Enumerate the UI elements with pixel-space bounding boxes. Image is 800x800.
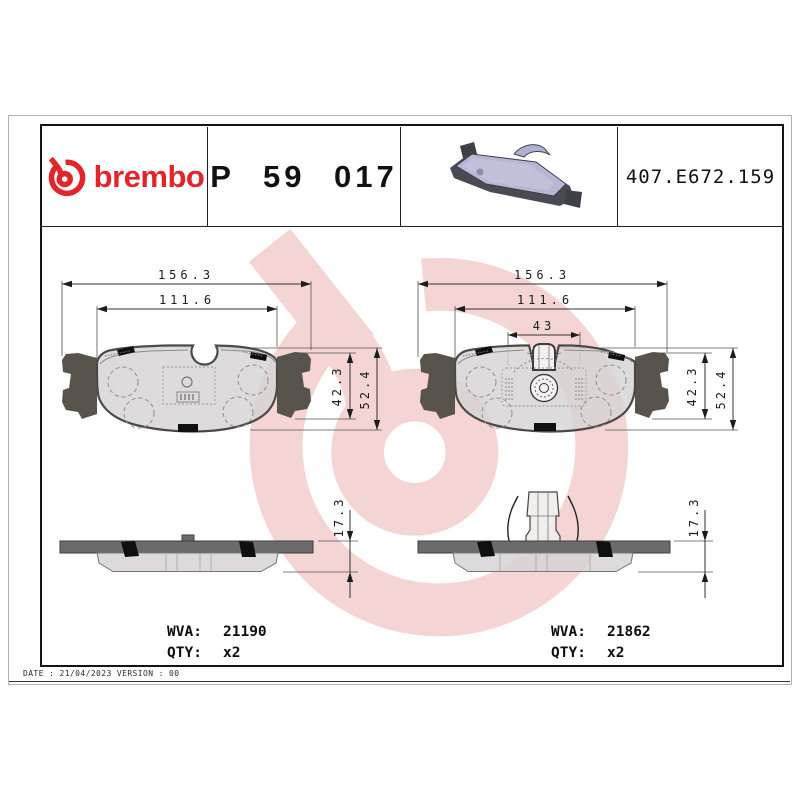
dim-label: 42.3 [330, 366, 344, 407]
dim-label: 111.6 [517, 293, 573, 307]
serration-marks [104, 350, 264, 357]
backing-plate [417, 540, 671, 554]
left-pad-side-view: 17.3 [59, 497, 358, 598]
drill-marks [465, 364, 627, 429]
pad-ear-left [420, 353, 455, 419]
bottom-clip [178, 424, 198, 432]
qty-label: QTY: [167, 644, 202, 661]
brake-pad-3d-illustration [450, 142, 582, 208]
sensor-zone [501, 367, 587, 407]
clip-mark [596, 541, 613, 557]
wear-sensor [501, 343, 587, 407]
wva-value: 21862 [607, 624, 651, 640]
dim-label: 52.4 [714, 369, 728, 410]
clip-mark [121, 541, 139, 557]
dim-label: 17.3 [332, 497, 346, 538]
wva-line: WVA: 21190 [167, 622, 267, 643]
retaining-clip [117, 346, 135, 356]
dimension-height-total: 52.4 [714, 348, 737, 430]
dim-label: 52.4 [358, 369, 372, 410]
dimension-width-total: 156.3 [62, 268, 311, 288]
wva-line: WVA: 21862 [551, 622, 651, 643]
plate-tab [181, 534, 195, 542]
pad-ear-right [277, 352, 311, 418]
dimension-height-plate: 42.3 [685, 353, 709, 419]
dimension-height-total: 52.4 [358, 348, 381, 430]
clip-mark [239, 541, 256, 557]
dimension-thickness: 17.3 [283, 497, 358, 598]
retaining-clip [475, 346, 493, 356]
qty-label: QTY: [551, 644, 586, 661]
product-image-cell [401, 127, 618, 226]
extension-lines [61, 281, 382, 431]
qty-value: x2 [223, 644, 241, 661]
technical-drawing: 156.3 111.6 42.3 52.4 [59, 229, 738, 637]
title-block: brembo P 59 017 407.E672.159 [42, 127, 783, 227]
dimension-width-friction: 111.6 [455, 293, 635, 313]
spring-hatch [505, 378, 583, 402]
qty-line: QTY: x2 [551, 643, 651, 664]
pad-outline [95, 344, 279, 433]
dimension-thickness: 17.3 [638, 497, 713, 598]
retaining-clip [608, 352, 625, 361]
left-pad-spec: WVA: 21190 QTY: x2 [167, 622, 267, 663]
reference-cell: 407.E672.159 [618, 127, 783, 226]
sensor-body [525, 491, 561, 544]
wva-label: WVA: [167, 624, 202, 640]
qty-value: x2 [607, 644, 625, 661]
retaining-clip [250, 352, 267, 361]
left-pad-front-view: 156.3 111.6 42.3 52.4 [61, 268, 382, 433]
revision-info: DATE : 21/04/2023 VERSION : 00 [9, 669, 790, 682]
friction-material [452, 552, 634, 572]
wear-sensor-side [507, 491, 579, 544]
bottom-clip [534, 423, 556, 431]
dim-label: 42.3 [685, 366, 699, 407]
dimension-height-plate: 42.3 [330, 353, 354, 419]
stamp-marks [176, 391, 200, 403]
dim-label: 111.6 [159, 293, 215, 307]
dimension-sensor-span: 43 [508, 319, 580, 338]
wva-value: 21190 [223, 624, 267, 640]
brembo-emblem-icon [48, 156, 85, 196]
qty-line: QTY: x2 [167, 643, 267, 664]
pad-ear-right [635, 352, 669, 418]
dim-label: 156.3 [158, 268, 214, 282]
right-pad-side-view: 17.3 [417, 491, 713, 598]
drill-marks [107, 364, 269, 429]
dim-label: 43 [533, 319, 555, 333]
right-pad-front-view: 156.3 111.6 43 42.3 52.4 [417, 268, 738, 433]
pad-ear-left [62, 353, 97, 419]
right-pad-spec: WVA: 21862 QTY: x2 [551, 622, 651, 663]
part-number-cell: P 59 017 [208, 127, 401, 226]
backing-plate [59, 540, 314, 554]
clip-mark [477, 541, 495, 557]
dim-label: 156.3 [514, 268, 570, 282]
part-number: P 59 017 [210, 158, 398, 194]
sensor-tab [532, 343, 556, 371]
sensor-crown-dots [513, 358, 575, 373]
friction-material [96, 552, 279, 572]
wva-label: WVA: [551, 624, 586, 640]
stamp-zone [162, 366, 216, 405]
serration-marks [462, 350, 622, 357]
dimension-width-total: 156.3 [418, 268, 667, 288]
brand-wordmark: brembo [93, 158, 205, 194]
reference-code: 407.E672.159 [625, 165, 776, 188]
brand-cell: brembo [42, 127, 208, 226]
dim-label: 17.3 [687, 497, 701, 538]
dimension-width-friction: 111.6 [97, 293, 277, 313]
